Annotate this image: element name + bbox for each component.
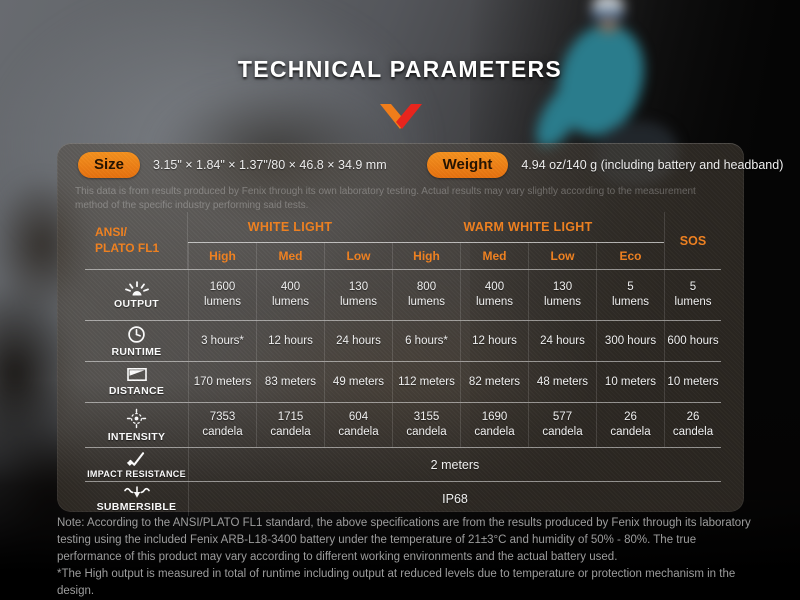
spec-cell: 112 meters xyxy=(392,362,460,402)
dimensions-row: Size 3.15" × 1.84" × 1.37"/80 × 46.8 × 3… xyxy=(78,152,783,178)
spec-cell: 1715 candela xyxy=(256,403,324,447)
table-row-impact-resistance: IMPACT RESISTANCE 2 meters xyxy=(85,447,721,481)
hiker-headlamp-band xyxy=(591,10,624,19)
row-label: SUBMERSIBLE xyxy=(96,500,177,513)
group-header-white-light: WHITE LIGHT xyxy=(247,220,333,234)
spec-table: ANSI/ PLATO FL1 WHITE LIGHT WARM WHITE L… xyxy=(85,212,721,516)
spec-cell: 300 hours xyxy=(596,321,664,361)
row-header-intensity: INTENSITY xyxy=(85,403,188,447)
light-rays-icon xyxy=(124,280,149,295)
table-row-submersible: SUBMERSIBLE IP68 xyxy=(85,481,721,516)
spec-cell: 400 lumens xyxy=(460,270,528,320)
hiker-face xyxy=(598,18,619,33)
spec-cell: 5 lumens xyxy=(596,270,664,320)
row-label: DISTANCE xyxy=(108,385,165,397)
spec-cell: 26 candela xyxy=(664,403,721,447)
size-badge: Size xyxy=(78,152,141,178)
spec-cell: 83 meters xyxy=(256,362,324,402)
row-header-distance: DISTANCE xyxy=(85,362,188,402)
spec-cell: 24 hours xyxy=(528,321,596,361)
table-row-runtime: RUNTIME 3 hours* 12 hours 24 hours 6 hou… xyxy=(85,320,721,361)
high-output-footnote: *The High output is measured in total of… xyxy=(57,568,736,598)
spec-cell: 1690 candela xyxy=(460,403,528,447)
spec-cell: 170 meters xyxy=(188,362,256,402)
row-header-runtime: RUNTIME xyxy=(85,321,188,361)
sos-column-header: SOS xyxy=(664,212,721,269)
mode-header: Eco xyxy=(596,242,664,269)
weight-badge: Weight xyxy=(426,152,509,178)
spec-cell: 5 lumens xyxy=(664,270,721,320)
spec-cell-merged: 2 meters xyxy=(188,448,721,481)
water-submersion-arrow-icon xyxy=(123,485,150,498)
row-label: RUNTIME xyxy=(111,345,162,358)
page-title: TECHNICAL PARAMETERS xyxy=(237,56,563,82)
row-label: INTENSITY xyxy=(107,430,166,443)
distance-flag-icon xyxy=(126,367,147,381)
spec-cell: 49 meters xyxy=(324,362,392,402)
mode-header: High xyxy=(392,242,460,269)
spec-cell: 600 hours xyxy=(664,321,721,361)
standard-header: ANSI/ PLATO FL1 xyxy=(85,212,188,269)
spec-cell: 7353 candela xyxy=(188,403,256,447)
group-header-underline xyxy=(188,242,664,243)
row-header-output: OUTPUT xyxy=(85,270,188,320)
spec-cell: 10 meters xyxy=(596,362,664,402)
spec-cell: 6 hours* xyxy=(392,321,460,361)
spec-cell: 10 meters xyxy=(664,362,721,402)
table-row-intensity: INTENSITY 7353 candela 1715 candela 604 can… xyxy=(85,402,721,447)
crosshair-beam-icon xyxy=(126,408,147,428)
spec-cell: 3 hours* xyxy=(188,321,256,361)
spec-cell: 12 hours xyxy=(256,321,324,361)
mode-header: High xyxy=(188,242,256,269)
row-header-impact-resistance: IMPACT RESISTANCE xyxy=(85,448,188,481)
brand-v-chevron-icon xyxy=(380,104,422,129)
mode-header: Low xyxy=(528,242,596,269)
spec-cell: 130 lumens xyxy=(324,270,392,320)
mode-header: Low xyxy=(324,242,392,269)
row-label: OUTPUT xyxy=(114,297,159,310)
footer-notes: Note: According to the ANSI/PLATO FL1 st… xyxy=(57,515,751,600)
group-header-warm-white-light: WARM WHITE LIGHT xyxy=(463,220,593,234)
spec-cell: 48 meters xyxy=(528,362,596,402)
spec-cell: 1600 lumens xyxy=(188,270,256,320)
spec-panel: Size 3.15" × 1.84" × 1.37"/80 × 46.8 × 3… xyxy=(57,143,783,516)
spec-cell: 400 lumens xyxy=(256,270,324,320)
mode-header: Med xyxy=(460,242,528,269)
background-hiker-figure xyxy=(526,0,771,205)
hammer-check-icon xyxy=(126,451,145,466)
table-row-distance: DISTANCE 170 meters 83 meters 49 meters … xyxy=(85,361,721,402)
row-label: IMPACT RESISTANCE xyxy=(87,468,186,479)
spec-cell: 26 candela xyxy=(596,403,664,447)
weight-value: 4.94 oz/140 g (including battery and hea… xyxy=(521,158,784,172)
clock-icon xyxy=(128,325,145,343)
spec-cell: 604 candela xyxy=(324,403,392,447)
spec-cell: 577 candela xyxy=(528,403,596,447)
spec-cell-merged: IP68 xyxy=(188,482,721,516)
size-value: 3.15" × 1.84" × 1.37"/80 × 46.8 × 34.9 m… xyxy=(153,158,387,172)
fl1-note: Note: According to the ANSI/PLATO FL1 st… xyxy=(57,517,751,564)
lab-testing-disclaimer: This data is from results produced by Fe… xyxy=(75,186,696,211)
spec-cell: 12 hours xyxy=(460,321,528,361)
spec-cell: 3155 candela xyxy=(392,403,460,447)
standard-line1: ANSI/ xyxy=(95,224,128,239)
table-header: ANSI/ PLATO FL1 WHITE LIGHT WARM WHITE L… xyxy=(85,212,721,269)
spec-cell: 800 lumens xyxy=(392,270,460,320)
standard-line2: PLATO FL1 xyxy=(95,240,160,255)
table-row-output: OUTPUT 1600 lumens 400 lumens 130 lumens 80… xyxy=(85,269,721,320)
mode-header: Med xyxy=(256,242,324,269)
spec-cell: 130 lumens xyxy=(528,270,596,320)
row-header-submersible: SUBMERSIBLE xyxy=(85,482,188,516)
spec-cell: 82 meters xyxy=(460,362,528,402)
spec-cell: 24 hours xyxy=(324,321,392,361)
